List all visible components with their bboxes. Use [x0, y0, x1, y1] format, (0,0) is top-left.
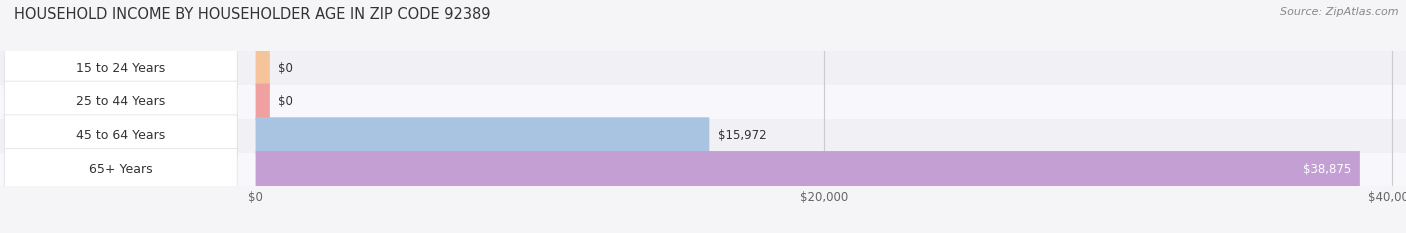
FancyBboxPatch shape — [0, 85, 1406, 119]
FancyBboxPatch shape — [4, 149, 238, 190]
FancyBboxPatch shape — [4, 47, 238, 89]
Text: 25 to 44 Years: 25 to 44 Years — [76, 96, 166, 108]
Text: $0: $0 — [278, 62, 294, 75]
Text: $0: $0 — [278, 96, 294, 108]
FancyBboxPatch shape — [4, 81, 238, 123]
Text: Source: ZipAtlas.com: Source: ZipAtlas.com — [1281, 7, 1399, 17]
FancyBboxPatch shape — [4, 115, 238, 157]
FancyBboxPatch shape — [256, 50, 270, 87]
Text: 65+ Years: 65+ Years — [89, 163, 152, 176]
FancyBboxPatch shape — [0, 51, 1406, 85]
Text: $15,972: $15,972 — [718, 129, 766, 142]
FancyBboxPatch shape — [256, 83, 270, 120]
FancyBboxPatch shape — [256, 151, 1360, 188]
FancyBboxPatch shape — [0, 153, 1406, 186]
FancyBboxPatch shape — [0, 119, 1406, 153]
Text: HOUSEHOLD INCOME BY HOUSEHOLDER AGE IN ZIP CODE 92389: HOUSEHOLD INCOME BY HOUSEHOLDER AGE IN Z… — [14, 7, 491, 22]
Text: 45 to 64 Years: 45 to 64 Years — [76, 129, 166, 142]
Text: 15 to 24 Years: 15 to 24 Years — [76, 62, 166, 75]
Text: $38,875: $38,875 — [1303, 163, 1351, 176]
FancyBboxPatch shape — [256, 117, 709, 154]
